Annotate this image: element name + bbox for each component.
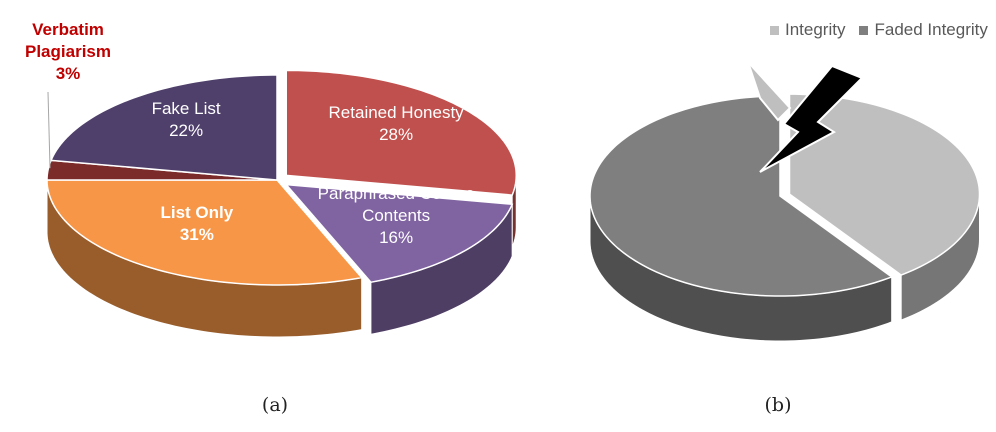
slice-value: 22% <box>169 120 204 140</box>
caption: (a) <box>261 394 289 416</box>
data-label: Verbatim Plagiarism 3% <box>13 19 123 85</box>
data-label: Fake List 22% <box>101 98 271 142</box>
leader-line <box>47 91 51 169</box>
legend-label: Faded Integrity <box>874 20 988 39</box>
shard <box>747 61 792 122</box>
data-label: Retained Honesty 28% <box>311 102 481 146</box>
legend-swatch <box>770 26 779 36</box>
slice-value: 16% <box>379 228 414 248</box>
slice-name: List Only <box>160 202 234 222</box>
legend-label: Integrity <box>785 20 846 39</box>
legend-swatch <box>859 26 869 36</box>
caption: (b) <box>764 394 792 416</box>
slice <box>46 179 364 286</box>
legend: Integrity Faded Integrity <box>770 20 988 40</box>
data-label: Paraphrased Course Contents 16% <box>311 183 481 249</box>
pie-tops <box>46 69 517 286</box>
lightning-bolt <box>759 64 864 173</box>
slice <box>788 93 981 276</box>
slice-value: 31% <box>179 224 214 244</box>
slice-name: Paraphrased Course Contents <box>317 184 475 226</box>
slice-name: Retained Honesty <box>328 102 464 122</box>
slice <box>284 183 514 284</box>
legend-item: Integrity <box>770 20 845 40</box>
slice <box>285 69 517 196</box>
slice-name: Verbatim Plagiarism <box>25 20 111 61</box>
pie-tops <box>589 93 981 297</box>
legend-item: Faded Integrity <box>859 20 988 40</box>
slice-value: 3% <box>55 64 81 83</box>
slice-value: 28% <box>379 124 414 144</box>
slice <box>589 95 894 297</box>
slice-name: Fake List <box>151 98 221 118</box>
slice <box>49 74 278 181</box>
data-label: List Only 31% <box>112 202 282 246</box>
